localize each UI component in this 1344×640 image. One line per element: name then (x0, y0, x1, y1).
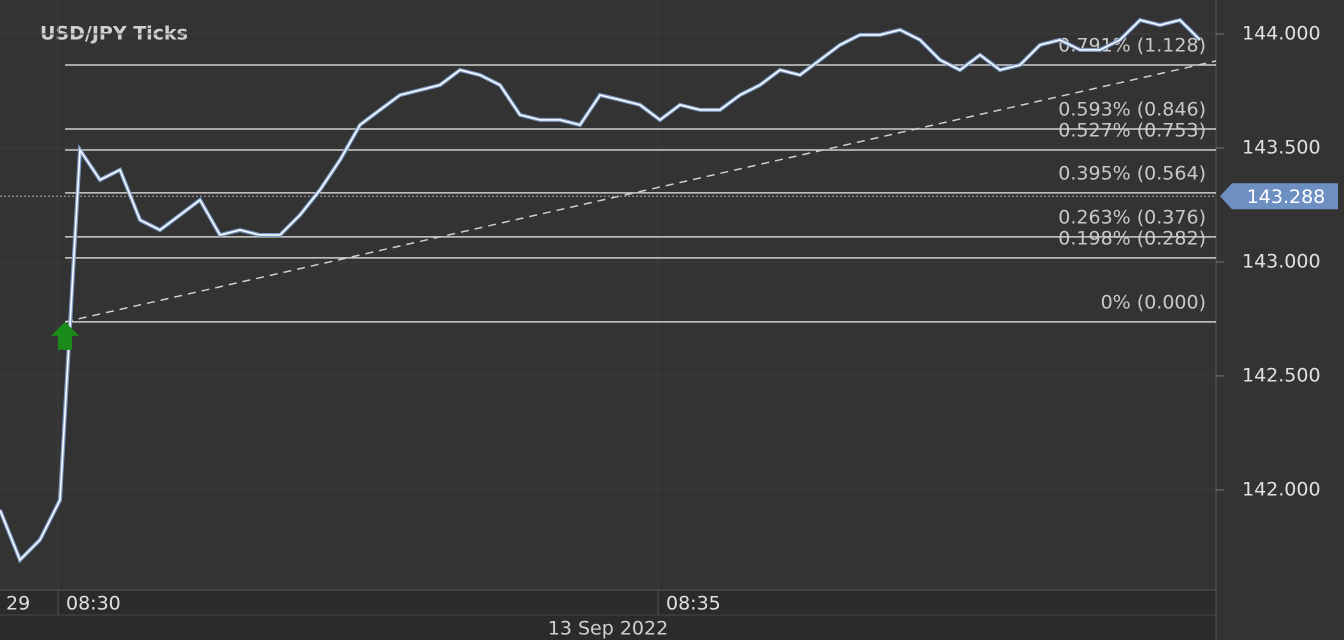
y-tick-label: 143.500 (1242, 136, 1321, 158)
fib-level-label: 0.198% (0.282) (1058, 227, 1206, 249)
fib-level-label: 0.395% (0.564) (1058, 162, 1206, 184)
y-tick-label: 142.500 (1242, 364, 1321, 386)
fib-level-label: 0.263% (0.376) (1058, 206, 1206, 228)
x-tick-label: 08:30 (66, 593, 121, 615)
y-tick-label: 144.000 (1242, 22, 1321, 44)
x-tick-label: 29 (6, 593, 30, 615)
price-line (0, 19, 1201, 562)
y-tick-label: 142.000 (1242, 478, 1321, 500)
fib-level-label: 0.791% (1.128) (1058, 34, 1206, 56)
fib-level-label: 0.593% (0.846) (1058, 99, 1206, 121)
trend-line (64, 60, 1217, 323)
x-tick-label: 08:35 (666, 593, 721, 615)
x-axis-date: 13 Sep 2022 (548, 618, 668, 640)
fib-level-label: 0% (0.000) (1101, 291, 1206, 313)
last-price-tag (1220, 183, 1338, 210)
last-price-label: 143.288 (1247, 186, 1326, 208)
fib-level-label: 0.527% (0.753) (1058, 120, 1206, 142)
y-tick-label: 143.000 (1242, 250, 1321, 272)
entry-arrow (51, 321, 79, 350)
